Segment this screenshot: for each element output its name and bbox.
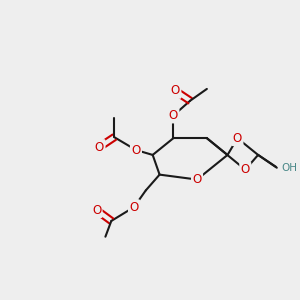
Text: O: O: [131, 143, 141, 157]
Text: O: O: [171, 84, 180, 98]
Text: O: O: [92, 204, 101, 217]
Text: O: O: [169, 109, 178, 122]
Text: O: O: [192, 173, 202, 186]
Text: O: O: [129, 201, 139, 214]
Text: O: O: [95, 140, 104, 154]
Text: O: O: [233, 132, 242, 145]
Text: OH: OH: [282, 163, 298, 173]
Text: O: O: [241, 163, 250, 176]
